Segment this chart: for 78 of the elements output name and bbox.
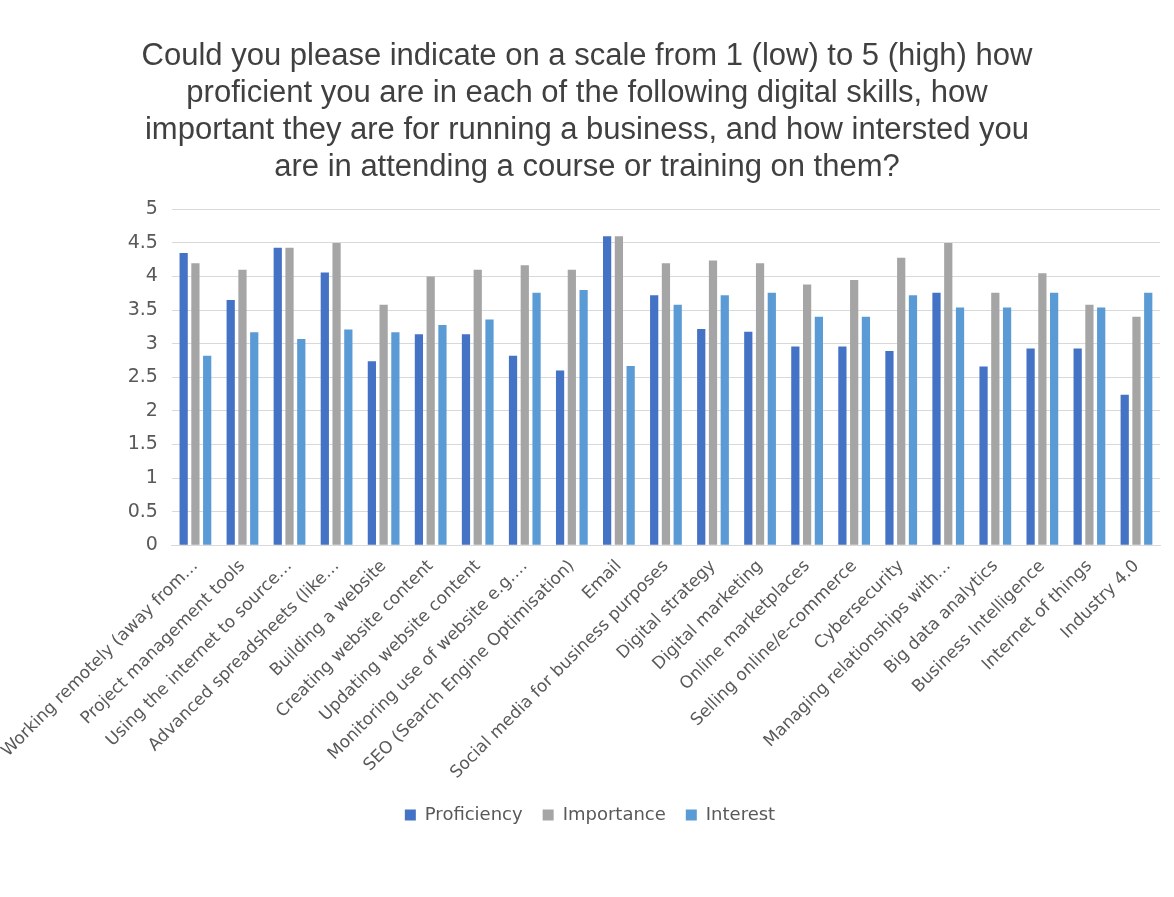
bar [603,236,612,545]
bar [555,370,565,545]
legend-label: Importance [562,802,666,824]
bar [861,316,871,545]
bar [485,319,494,545]
bar [391,332,400,545]
bar [179,253,188,545]
bar [367,361,376,545]
bar [520,265,529,545]
bar [1120,394,1129,545]
bar [1144,292,1153,545]
y-tick-label: 1.5 [127,431,158,454]
bar [332,242,341,545]
bar [1097,307,1106,545]
bar [273,247,282,545]
y-tick-label: 2 [145,397,158,420]
bar [191,263,200,545]
bar [1073,348,1082,545]
bar [438,324,447,545]
bar [238,269,247,545]
bar [1038,273,1047,545]
bar [250,332,259,545]
bar [532,292,541,545]
bar [744,331,753,545]
bar [697,328,706,545]
bar [508,355,518,545]
bar [908,295,918,545]
y-tick-label: 3 [145,330,158,353]
bar [944,242,953,545]
bar [297,339,306,545]
bar [203,355,212,545]
bar [614,236,624,545]
bar [1085,304,1094,545]
bar [226,300,235,545]
bar [473,269,482,545]
bar [379,304,388,545]
bar [344,329,353,545]
bar [755,263,765,545]
bar [897,257,906,545]
bar [320,272,329,545]
bar [285,247,294,545]
bar [708,260,718,545]
bar [802,284,812,545]
bar [1002,307,1012,545]
bar [767,292,776,545]
bar [850,279,859,545]
bar [426,276,435,545]
y-tick-label: 0.5 [127,498,158,521]
y-tick-label: 4 [145,263,158,286]
y-tick-label: 3.5 [127,297,158,320]
bar [414,334,424,545]
y-tick-label: 2.5 [127,364,158,387]
bar [814,316,823,545]
bar [979,366,988,545]
bar [650,295,659,545]
y-tick-label: 5 [145,196,158,219]
bar [791,346,800,545]
y-tick-label: 4.5 [127,229,158,252]
bar [626,365,635,545]
bar [1050,292,1059,545]
bar [661,263,671,545]
bar [932,292,941,545]
bar [1026,348,1035,545]
chart-title: Could you please indicate on a scale from 1 (low) to 5 (high) how proficient you are in each of the following digital skills, how important they are for running a business, and how intersted you are in attending a course or training on them? [140,36,1034,184]
bar [673,304,682,545]
bar [885,351,894,545]
bar [720,295,729,545]
y-tick-label: 1 [145,464,158,487]
legend-label: Proficiency [424,802,523,824]
bar [955,307,965,545]
bar [1132,316,1141,545]
bar [461,334,471,545]
bar [991,292,1000,545]
bar [579,289,588,545]
bar [567,269,576,545]
bar [838,346,847,545]
legend-label: Interest [705,802,776,824]
y-tick-label: 0 [145,532,158,555]
